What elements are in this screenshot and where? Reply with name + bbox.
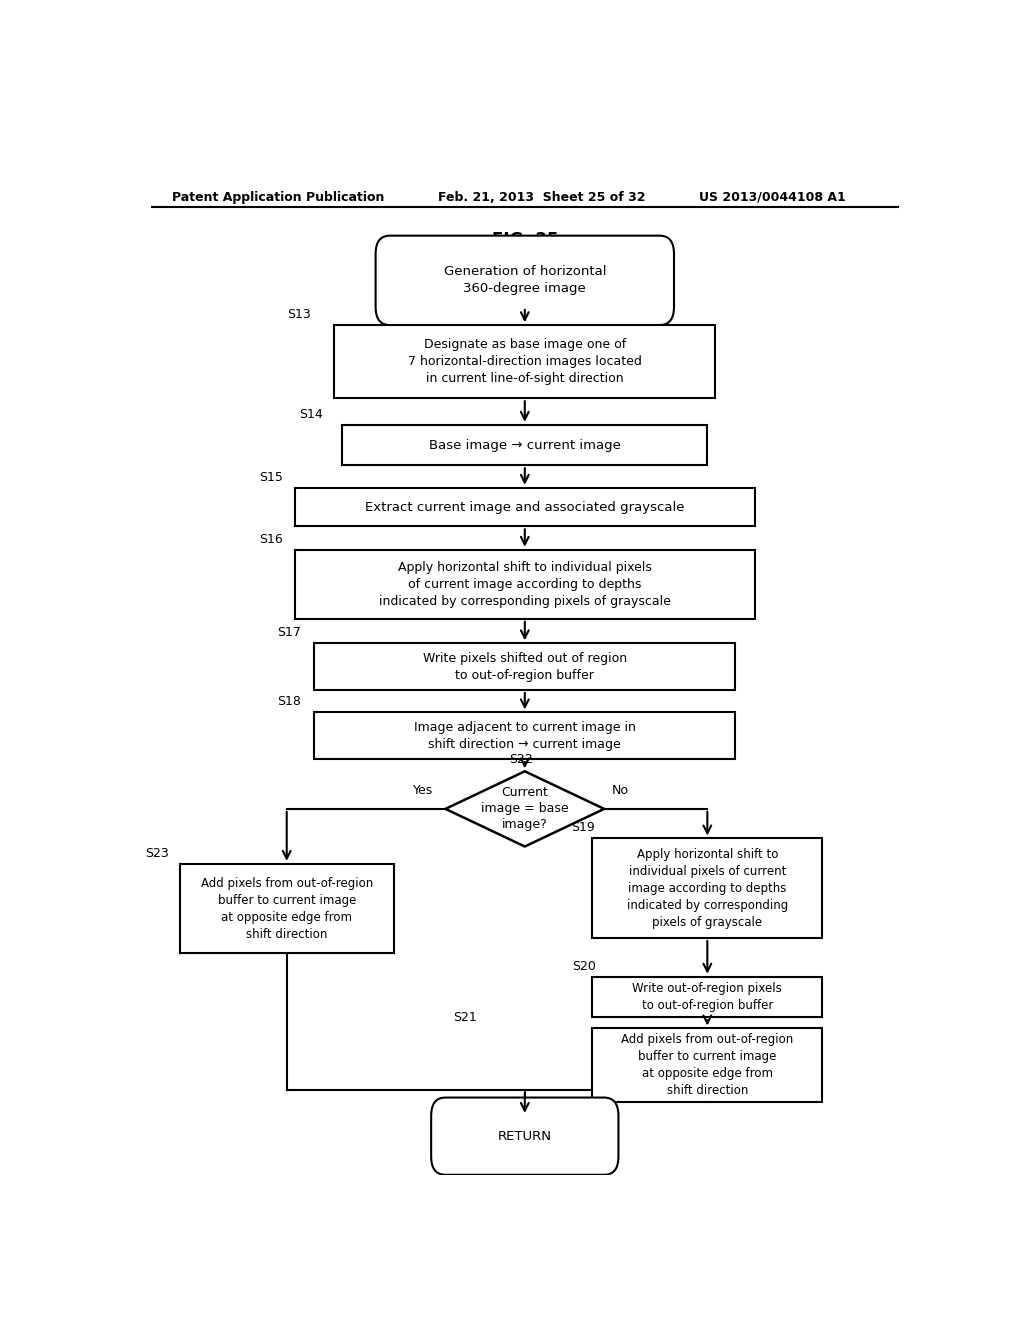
Text: Write pixels shifted out of region
to out-of-region buffer: Write pixels shifted out of region to ou… <box>423 652 627 681</box>
Bar <box>295 549 755 619</box>
Bar <box>592 977 822 1018</box>
Bar <box>334 325 715 399</box>
Text: S15: S15 <box>259 471 283 483</box>
Polygon shape <box>445 771 604 846</box>
Text: S23: S23 <box>145 846 169 859</box>
Text: S18: S18 <box>278 696 301 709</box>
FancyBboxPatch shape <box>431 1097 618 1175</box>
FancyBboxPatch shape <box>376 236 674 325</box>
Text: Designate as base image one of
7 horizontal-direction images located
in current : Designate as base image one of 7 horizon… <box>408 338 642 385</box>
Text: Yes: Yes <box>414 784 433 797</box>
Bar <box>314 643 735 690</box>
Text: Apply horizontal shift to individual pixels
of current image according to depths: Apply horizontal shift to individual pix… <box>379 561 671 607</box>
Bar <box>314 713 735 759</box>
Text: US 2013/0044108 A1: US 2013/0044108 A1 <box>699 190 846 203</box>
Bar <box>342 425 708 466</box>
Text: Current
image = base
image?: Current image = base image? <box>481 787 568 832</box>
Text: Add pixels from out-of-region
buffer to current image
at opposite edge from
shif: Add pixels from out-of-region buffer to … <box>201 876 373 941</box>
Text: S14: S14 <box>299 408 323 421</box>
Bar <box>295 487 755 527</box>
Bar <box>592 838 822 939</box>
Text: Base image → current image: Base image → current image <box>429 438 621 451</box>
Text: Feb. 21, 2013  Sheet 25 of 32: Feb. 21, 2013 Sheet 25 of 32 <box>437 190 645 203</box>
Text: Extract current image and associated grayscale: Extract current image and associated gra… <box>365 500 685 513</box>
Text: S17: S17 <box>278 626 301 639</box>
Text: Image adjacent to current image in
shift direction → current image: Image adjacent to current image in shift… <box>414 721 636 751</box>
Text: S21: S21 <box>454 1011 477 1024</box>
Text: RETURN: RETURN <box>498 1130 552 1143</box>
Text: S16: S16 <box>259 533 283 545</box>
Text: S22: S22 <box>509 754 532 766</box>
Text: FIG. 25: FIG. 25 <box>492 231 558 248</box>
Text: S13: S13 <box>287 308 310 321</box>
Text: Apply horizontal shift to
individual pixels of current
image according to depths: Apply horizontal shift to individual pix… <box>627 847 787 929</box>
Text: Generation of horizontal
360-degree image: Generation of horizontal 360-degree imag… <box>443 265 606 296</box>
Bar <box>179 863 394 953</box>
Text: Add pixels from out-of-region
buffer to current image
at opposite edge from
shif: Add pixels from out-of-region buffer to … <box>622 1034 794 1097</box>
Text: S19: S19 <box>571 821 595 834</box>
Text: No: No <box>612 784 629 797</box>
Text: Patent Application Publication: Patent Application Publication <box>172 190 384 203</box>
Text: Write out-of-region pixels
to out-of-region buffer: Write out-of-region pixels to out-of-reg… <box>633 982 782 1012</box>
Text: S20: S20 <box>572 960 596 973</box>
Bar <box>592 1028 822 1102</box>
